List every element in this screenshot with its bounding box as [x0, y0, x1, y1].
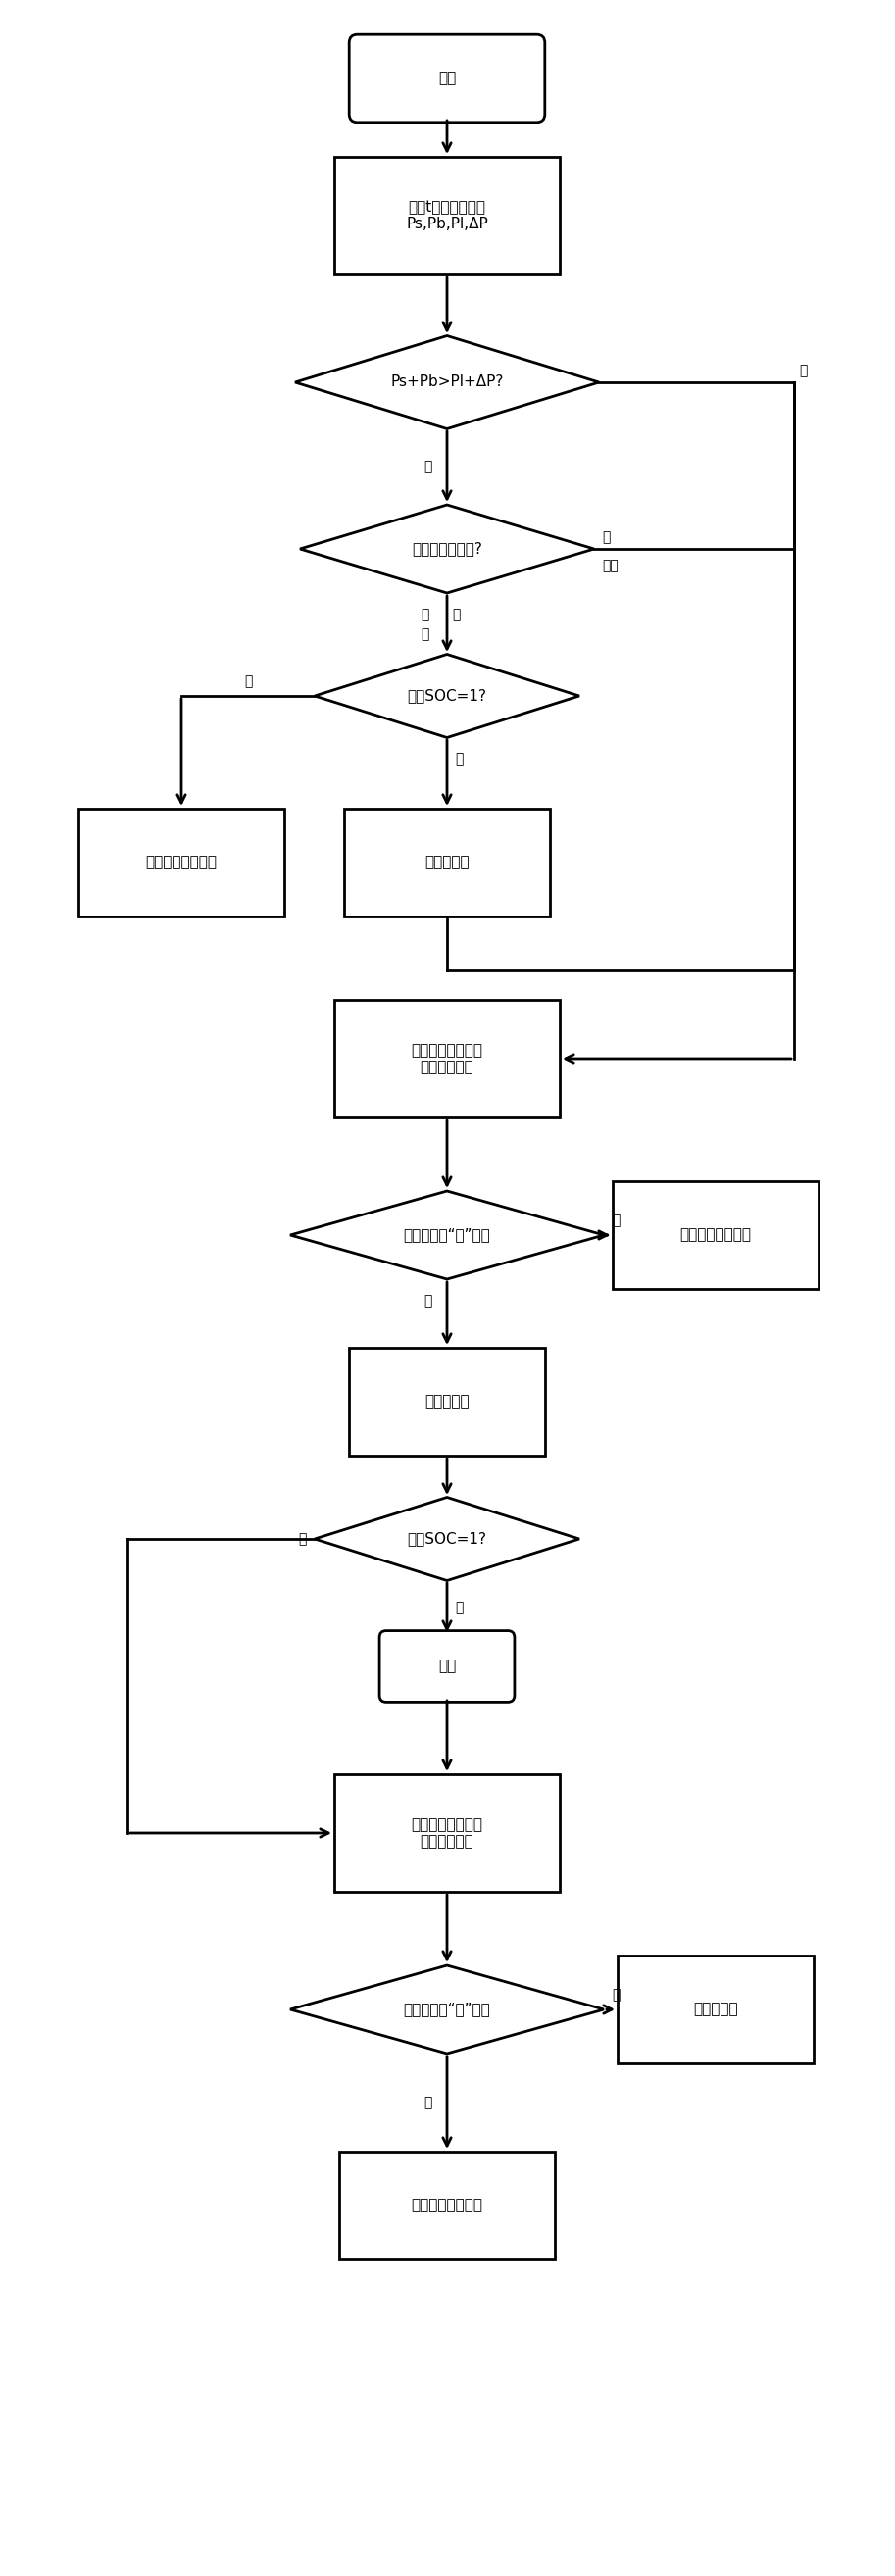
Text: 结束: 结束: [438, 1659, 456, 1674]
Text: 控制用户有序充电: 控制用户有序充电: [411, 2197, 482, 2213]
Bar: [334, 157, 559, 276]
Text: 储能SOC=1?: 储能SOC=1?: [407, 688, 487, 703]
Text: 是: 是: [244, 675, 252, 688]
FancyBboxPatch shape: [379, 1631, 515, 1703]
Text: 从电网购电: 从电网购电: [424, 1394, 469, 1409]
Bar: [618, 1955, 814, 2063]
Text: 是: 是: [611, 1213, 620, 1226]
Text: 输入配电网运行状
态和负荷曲线: 输入配电网运行状 态和负荷曲线: [411, 1043, 482, 1074]
Text: 电网运行于“峰”时段: 电网运行于“峰”时段: [404, 2002, 490, 2017]
Polygon shape: [300, 505, 594, 592]
Bar: [344, 809, 550, 917]
Bar: [79, 809, 285, 917]
Text: 是: 是: [424, 459, 432, 474]
Text: 是: 是: [452, 608, 460, 621]
Text: 白: 白: [422, 608, 430, 621]
Polygon shape: [315, 1497, 579, 1582]
Text: 否: 否: [611, 1989, 620, 2002]
Bar: [349, 1347, 545, 1455]
Bar: [339, 2151, 555, 2259]
Bar: [613, 1182, 819, 1288]
Text: 是: 是: [424, 2097, 432, 2110]
Text: Ps+Pb>Pl+ΔP?: Ps+Pb>Pl+ΔP?: [390, 376, 504, 389]
Text: 否: 否: [299, 1533, 307, 1546]
Text: 从电网购电: 从电网购电: [694, 2002, 738, 2017]
Text: 否: 否: [799, 363, 807, 376]
Polygon shape: [315, 654, 579, 737]
Text: 电网运行于“峰”时段: 电网运行于“峰”时段: [404, 1229, 490, 1242]
Polygon shape: [290, 1190, 604, 1280]
Text: 多余电量供给电网: 多余电量供给电网: [146, 855, 217, 871]
Polygon shape: [295, 335, 599, 428]
Text: 给电池充电: 给电池充电: [424, 855, 469, 871]
Text: 储能SOC=1?: 储能SOC=1?: [407, 1533, 487, 1546]
Text: 输入t时刻初始参数
Ps,Pb,Pl,ΔP: 输入t时刻初始参数 Ps,Pb,Pl,ΔP: [406, 201, 488, 232]
Text: 开始: 开始: [438, 72, 456, 85]
Text: 否: 否: [424, 1293, 432, 1309]
Text: 否: 否: [602, 531, 610, 544]
Text: 是否有光伏输出?: 是否有光伏输出?: [412, 541, 482, 556]
Bar: [334, 999, 559, 1118]
Text: 多余电量供给电网: 多余电量供给电网: [680, 1229, 752, 1242]
Text: 是: 是: [455, 1600, 463, 1615]
Text: 输入配电网运行状
态和负荷曲线: 输入配电网运行状 态和负荷曲线: [411, 1816, 482, 1850]
Text: 天: 天: [422, 629, 430, 641]
Text: 否: 否: [455, 752, 463, 765]
Bar: [334, 1775, 559, 1891]
FancyBboxPatch shape: [349, 33, 545, 121]
Text: 夜晚: 夜晚: [602, 559, 618, 572]
Polygon shape: [290, 1965, 604, 2053]
